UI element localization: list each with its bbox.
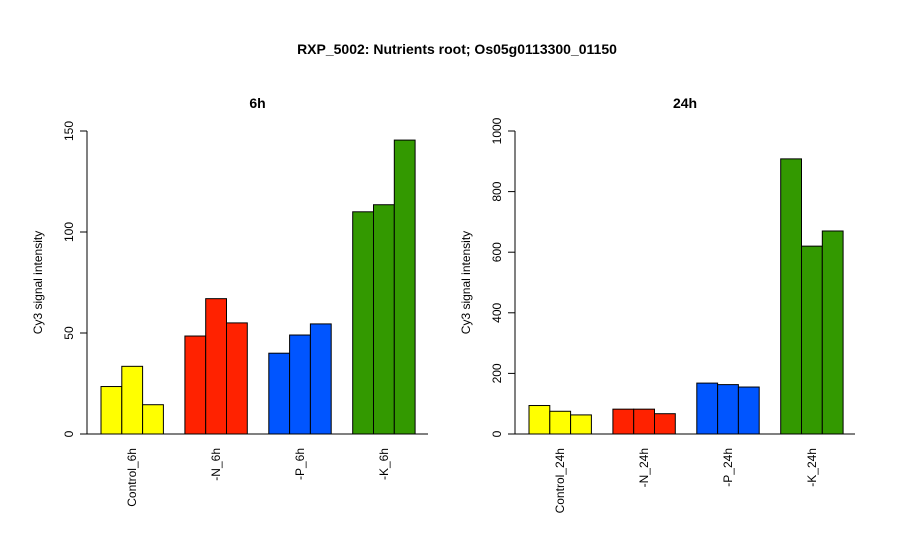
- bar: [780, 158, 803, 435]
- y-tick-label: 0: [490, 430, 504, 437]
- y-tick-label: 800: [490, 181, 504, 201]
- y-tick-label: 1000: [490, 117, 504, 144]
- bar: [100, 386, 123, 435]
- y-tick-label: 200: [490, 363, 504, 383]
- bar: [821, 230, 844, 435]
- bar: [528, 405, 551, 435]
- bar: [717, 384, 739, 435]
- y-axis-label: Cy3 signal intensity: [31, 231, 45, 334]
- bar: [268, 352, 291, 435]
- bar: [121, 365, 144, 435]
- y-tick-label: 150: [62, 121, 76, 141]
- x-tick-label: -N_6h: [209, 448, 223, 481]
- bar: [696, 382, 719, 435]
- x-tick-label: -P_6h: [293, 448, 307, 480]
- bar: [373, 204, 395, 435]
- bar: [393, 139, 416, 435]
- bar: [737, 386, 760, 435]
- y-tick-label: 400: [490, 302, 504, 322]
- x-tick-label: Control_6h: [125, 448, 139, 507]
- bar: [549, 410, 572, 435]
- bar: [289, 334, 311, 435]
- chart-panel-6h: 6h Cy3 signal intensity Control_6h -N_6h -P_…: [31, 95, 428, 507]
- x-tick-label: Control_24h: [553, 448, 567, 513]
- bar: [352, 211, 375, 435]
- y-tick-label: 0: [62, 430, 76, 437]
- y-tick-label: 100: [62, 222, 76, 242]
- figure-title: RXP_5002: Nutrients root; Os05g0113300_0…: [297, 41, 617, 57]
- x-tick-label: -P_24h: [721, 448, 735, 487]
- bar: [570, 414, 592, 435]
- x-tick-label: -N_24h: [637, 448, 651, 487]
- y-tick-label: 50: [62, 326, 76, 340]
- bar: [654, 413, 676, 435]
- bar: [309, 323, 332, 435]
- x-tick-label: -K_6h: [377, 448, 391, 480]
- panel-title: 24h: [673, 95, 697, 111]
- bar: [184, 335, 207, 435]
- bar: [142, 404, 164, 435]
- panel-title: 6h: [249, 95, 265, 111]
- bar: [226, 322, 248, 435]
- bar: [633, 408, 656, 435]
- bar: [801, 245, 823, 435]
- y-tick-label: 600: [490, 242, 504, 262]
- y-axis-label: Cy3 signal intensity: [459, 231, 473, 334]
- chart-panel-24h: 24h Cy3 signal intensity Control_24h -N_24h…: [459, 95, 855, 513]
- x-tick-label: -K_24h: [805, 448, 819, 487]
- bar: [205, 298, 227, 435]
- bar: [612, 408, 635, 435]
